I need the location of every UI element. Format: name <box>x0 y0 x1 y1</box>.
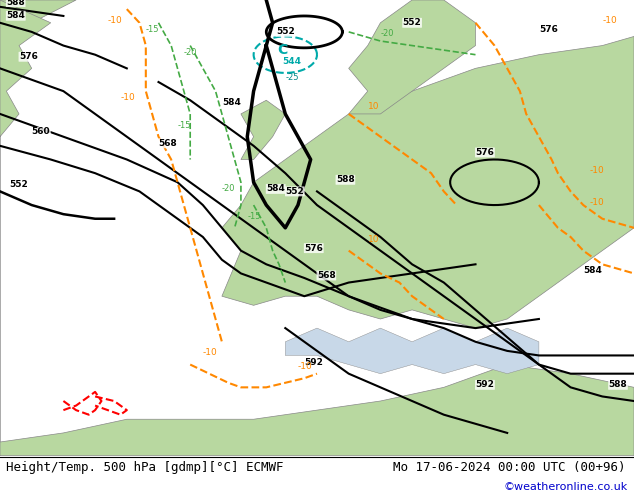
Polygon shape <box>285 328 539 374</box>
Text: ©weatheronline.co.uk: ©weatheronline.co.uk <box>503 482 628 490</box>
Text: 10: 10 <box>368 235 379 244</box>
Text: C: C <box>277 43 287 57</box>
Polygon shape <box>0 0 51 456</box>
Text: 576: 576 <box>539 25 558 34</box>
Polygon shape <box>0 365 634 456</box>
Text: -20: -20 <box>380 29 394 38</box>
Text: 552: 552 <box>10 180 29 189</box>
Text: Height/Temp. 500 hPa [gdmp][°C] ECMWF: Height/Temp. 500 hPa [gdmp][°C] ECMWF <box>6 461 284 474</box>
Text: 552: 552 <box>403 18 422 27</box>
Text: 552: 552 <box>285 187 304 196</box>
Text: 584: 584 <box>222 98 241 107</box>
Polygon shape <box>349 0 476 114</box>
Text: -15: -15 <box>178 121 191 129</box>
Text: 584: 584 <box>6 11 25 20</box>
Text: 588: 588 <box>336 175 355 184</box>
Text: 588: 588 <box>609 380 628 390</box>
Text: -10: -10 <box>298 362 313 371</box>
Polygon shape <box>0 0 76 46</box>
Text: -15: -15 <box>247 212 261 220</box>
Text: 552: 552 <box>276 27 295 36</box>
Text: -15: -15 <box>146 25 159 34</box>
Text: 544: 544 <box>282 57 301 66</box>
Text: -25: -25 <box>285 73 299 82</box>
Text: -10: -10 <box>590 198 604 207</box>
Text: 584: 584 <box>583 267 602 275</box>
Text: -10: -10 <box>108 16 122 25</box>
Text: -20: -20 <box>184 48 197 57</box>
Polygon shape <box>222 36 634 328</box>
Text: -10: -10 <box>203 348 217 357</box>
Text: 592: 592 <box>476 380 495 390</box>
Text: -10: -10 <box>120 93 135 102</box>
Text: 568: 568 <box>158 139 178 148</box>
Text: 576: 576 <box>19 52 38 61</box>
Text: -20: -20 <box>222 184 235 194</box>
Text: 560: 560 <box>32 127 50 136</box>
Text: -10: -10 <box>590 166 604 175</box>
Text: 592: 592 <box>304 358 323 367</box>
Text: 568: 568 <box>317 271 336 280</box>
Text: 576: 576 <box>476 148 495 157</box>
Text: Mo 17-06-2024 00:00 UTC (00+96): Mo 17-06-2024 00:00 UTC (00+96) <box>393 461 626 474</box>
Text: 10: 10 <box>368 102 379 111</box>
Polygon shape <box>241 100 285 160</box>
Text: 576: 576 <box>304 244 323 253</box>
Text: 588: 588 <box>6 0 25 6</box>
Text: 584: 584 <box>266 184 285 194</box>
Text: -10: -10 <box>602 16 617 25</box>
